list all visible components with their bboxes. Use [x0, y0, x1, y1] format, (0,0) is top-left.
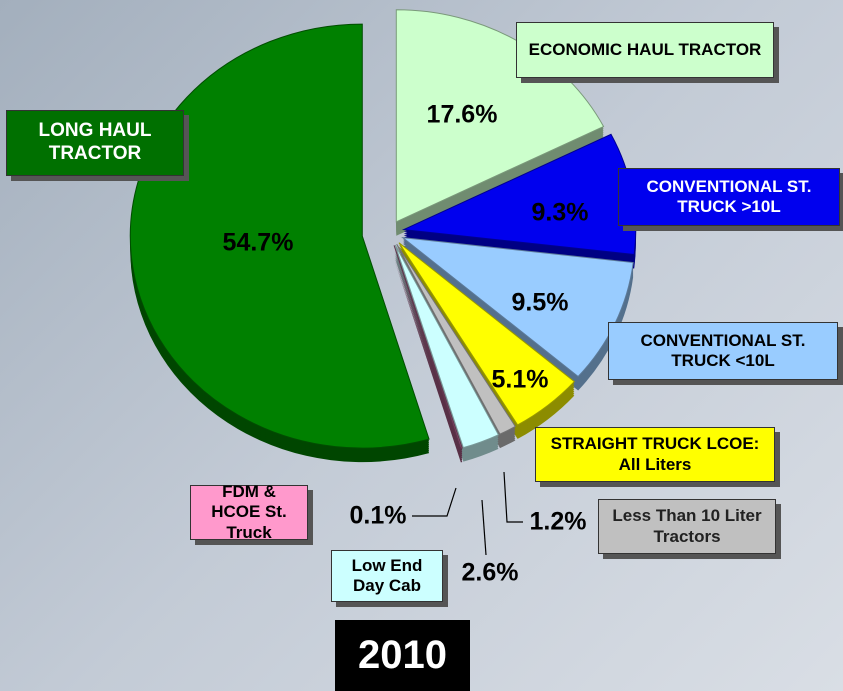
slice: [129, 23, 430, 463]
value-label: 9.5%: [511, 288, 569, 317]
category-label: STRAIGHT TRUCK LCOE: All Liters: [535, 427, 775, 482]
leader-line: [503, 471, 523, 523]
category-label: FDM & HCOE St. Truck: [190, 482, 308, 542]
value-label: 1.2%: [529, 507, 587, 536]
slice-face: [129, 23, 430, 449]
leader-line: [412, 487, 457, 517]
slice-top: [394, 244, 500, 449]
value-label: 17.6%: [426, 100, 498, 129]
slice-top: [393, 245, 463, 450]
category-label: CONVENTIONAL ST. TRUCK >10L: [618, 168, 840, 226]
category-label: Less Than 10 Liter Tractors: [598, 499, 776, 554]
category-label: Low End Day Cab: [331, 550, 443, 602]
category-label: CONVENTIONAL ST. TRUCK <10L: [608, 322, 838, 380]
slice-face: [398, 242, 576, 426]
slice: [398, 242, 576, 439]
slice: [396, 244, 517, 449]
category-label: LONG HAUL TRACTOR: [6, 110, 184, 176]
slice-top: [129, 23, 430, 449]
slice: [394, 244, 500, 462]
slice: [395, 9, 605, 236]
slice-top: [398, 242, 576, 426]
value-label: 54.7%: [222, 228, 294, 257]
slice-face: [394, 244, 500, 449]
value-label: 2.6%: [461, 558, 519, 587]
chart-title: 2010: [335, 620, 470, 691]
value-label: 0.1%: [349, 501, 407, 530]
value-label: 9.3%: [531, 198, 589, 227]
slice-top: [396, 244, 517, 435]
slice: [401, 236, 634, 391]
slice-face: [396, 244, 517, 435]
slice-face: [393, 245, 463, 450]
category-label: ECONOMIC HAUL TRACTOR: [516, 22, 774, 78]
slice: [401, 133, 637, 269]
value-label: 5.1%: [491, 365, 549, 394]
leader-line: [481, 499, 487, 556]
slice: [393, 245, 463, 463]
